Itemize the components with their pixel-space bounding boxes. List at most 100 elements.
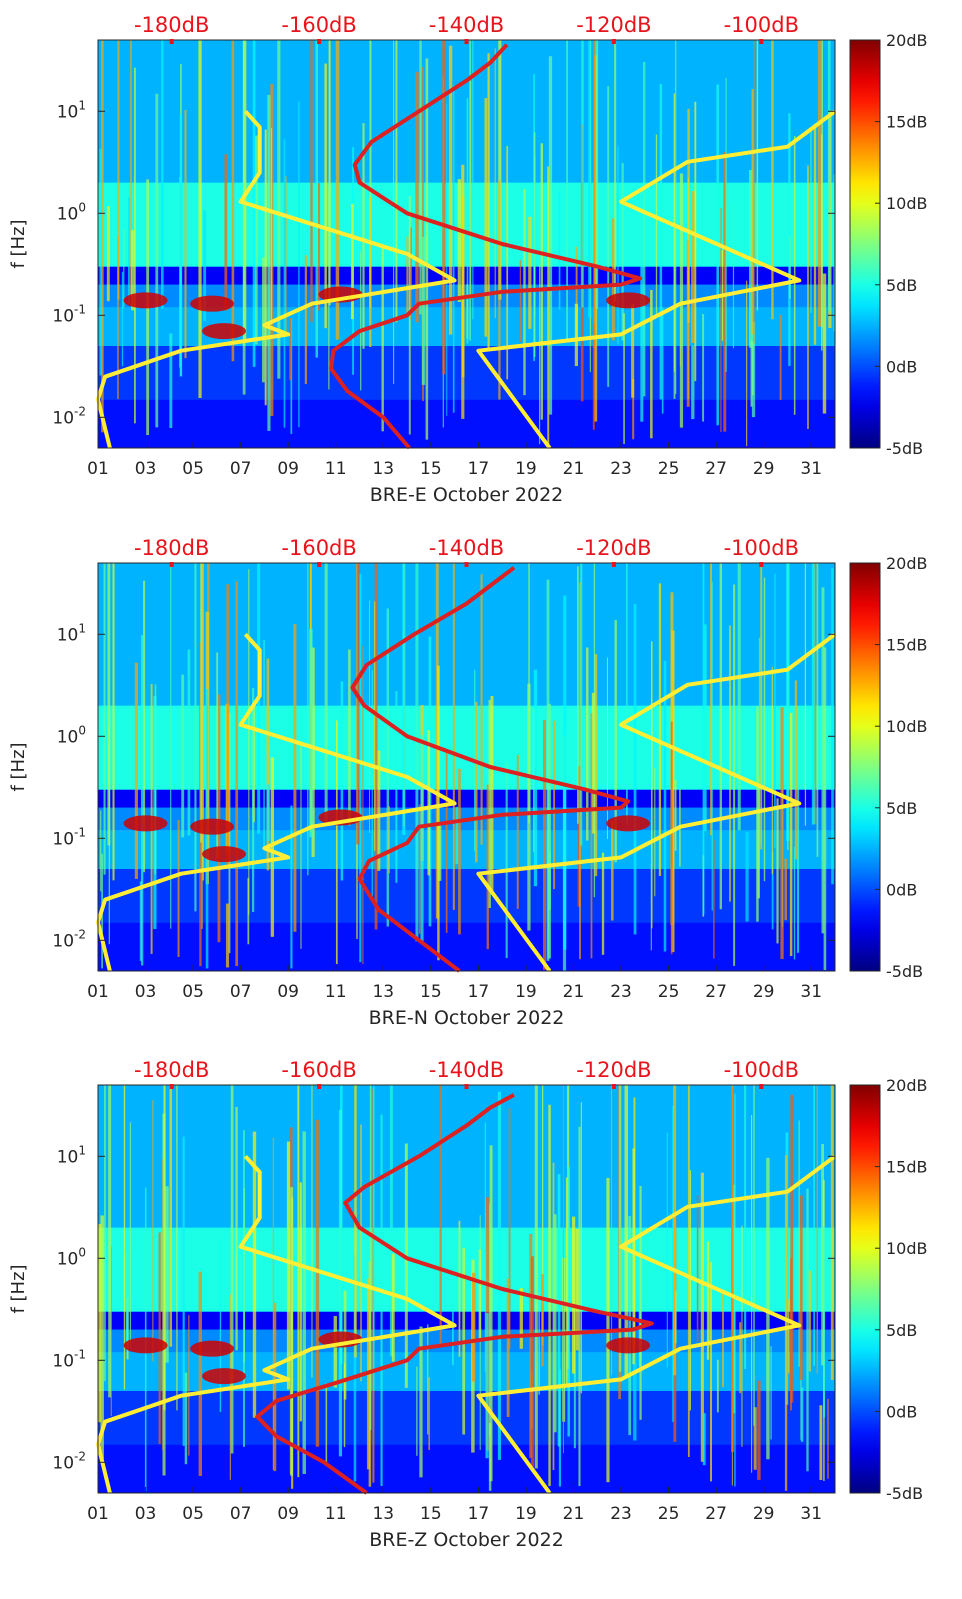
top-axis-label: -120dB — [576, 13, 651, 37]
y-tick-label: 100 — [57, 1245, 86, 1269]
top-axis-label: -140dB — [429, 1058, 504, 1082]
heatmap-streak — [708, 1294, 711, 1347]
heatmap-streak — [763, 577, 766, 882]
heatmap-streak — [123, 1085, 126, 1390]
heatmap-streak — [618, 1085, 622, 1372]
heatmap-streak — [362, 645, 364, 965]
heatmap-streak — [380, 1114, 383, 1486]
heatmap-streak — [325, 1383, 328, 1465]
heatmap-streak — [338, 1109, 342, 1457]
heatmap-streak — [771, 667, 773, 875]
heatmap-streak — [800, 1387, 804, 1442]
heatmap-streak — [719, 563, 722, 910]
heatmap-streak — [377, 750, 381, 871]
heatmap-streak — [184, 1372, 188, 1465]
heatmap-streak — [100, 810, 102, 892]
heatmap-streak — [299, 1182, 302, 1422]
heatmap-hotspot — [202, 1368, 247, 1385]
spectrogram-heatmap — [98, 563, 835, 971]
heatmap-streak — [353, 1254, 357, 1482]
heatmap-streak — [658, 583, 662, 876]
heatmap-band — [98, 399, 835, 448]
x-tick-label: 03 — [135, 459, 157, 479]
heatmap-streak — [679, 173, 684, 428]
heatmap-streak — [687, 108, 690, 323]
top-axis-tick — [759, 562, 764, 567]
colorbar-tick-label: 0dB — [886, 1402, 917, 1421]
colorbar-gradient — [849, 1084, 881, 1494]
heatmap-streak — [751, 1114, 753, 1473]
heatmap-streak — [732, 203, 735, 349]
heatmap-streak — [710, 563, 713, 836]
heatmap-streak — [160, 40, 164, 309]
heatmap-streak — [452, 563, 455, 910]
colorbar-tick-label: 20dB — [886, 31, 928, 50]
heatmap-streak — [422, 66, 424, 402]
x-tick-label: 13 — [372, 982, 394, 1002]
x-tick-label: 27 — [705, 459, 727, 479]
heatmap-streak — [789, 712, 793, 957]
panel-2: 01 03 05 07 09 11 13 15 17 19 21 23 25 27 29 31 BRE-N Oc… — [8, 536, 928, 1029]
heatmap-streak — [445, 749, 448, 933]
heatmap-streak — [487, 53, 490, 350]
heatmap-band — [98, 789, 835, 808]
heatmap-streak — [788, 113, 791, 366]
heatmap-streak — [263, 639, 265, 846]
heatmap-streak — [562, 1085, 564, 1454]
heatmap-streak — [252, 1131, 257, 1418]
heatmap-streak — [143, 580, 146, 873]
heatmap-streak — [381, 248, 384, 432]
heatmap-streak — [335, 720, 338, 965]
top-axis-tick — [317, 1084, 322, 1089]
heatmap-streak — [112, 563, 115, 881]
heatmap-streak — [811, 563, 815, 825]
heatmap-streak — [231, 40, 235, 362]
heatmap-streak — [691, 191, 695, 344]
y-tick-label: 10-1 — [52, 825, 86, 849]
heatmap-streak — [753, 1085, 755, 1426]
heatmap-streak — [702, 563, 705, 915]
heatmap-streak — [505, 762, 508, 959]
heatmap-streak — [771, 852, 774, 930]
y-axis-label: f [Hz] — [8, 1264, 29, 1313]
heatmap-streak — [494, 48, 496, 319]
heatmap-streak — [706, 1241, 710, 1360]
heatmap-streak — [490, 696, 494, 892]
heatmap-streak — [272, 1137, 275, 1471]
heatmap-streak — [557, 1174, 561, 1447]
heatmap-streak — [565, 1177, 568, 1385]
heatmap-streak — [591, 692, 596, 834]
heatmap-streak — [633, 1351, 637, 1441]
heatmap-hotspot — [190, 295, 235, 312]
heatmap-streak — [756, 40, 759, 311]
x-tick-label: 17 — [468, 982, 490, 1002]
top-axis-tick — [464, 1084, 469, 1089]
heatmap-streak — [439, 1085, 442, 1348]
x-tick-label: 03 — [135, 1504, 157, 1524]
heatmap-streak — [328, 40, 331, 306]
heatmap-streak — [577, 566, 579, 824]
x-axis-label: BRE-N October 2022 — [369, 1007, 565, 1029]
x-tick-label: 03 — [135, 982, 157, 1002]
heatmap-streak — [356, 563, 360, 845]
colorbar-tick-label: 0dB — [886, 357, 917, 376]
heatmap-streak — [541, 1085, 544, 1346]
heatmap-streak — [235, 581, 239, 967]
heatmap-streak — [437, 665, 440, 961]
x-tick-label: 11 — [325, 982, 347, 1002]
heatmap-streak — [595, 40, 599, 309]
heatmap-streak — [369, 197, 372, 348]
heatmap-streak — [663, 660, 667, 952]
heatmap-streak — [348, 649, 351, 826]
x-tick-label: 05 — [182, 982, 204, 1002]
heatmap-streak — [530, 1256, 535, 1467]
heatmap-hotspot — [123, 815, 168, 832]
heatmap-streak — [252, 688, 255, 912]
heatmap-streak — [650, 862, 652, 951]
heatmap-streak — [404, 1143, 408, 1388]
heatmap-streak — [633, 603, 637, 935]
heatmap-streak — [458, 768, 461, 935]
heatmap-streak — [739, 1322, 742, 1394]
x-tick-label: 25 — [658, 982, 680, 1002]
heatmap-streak — [343, 1363, 346, 1448]
